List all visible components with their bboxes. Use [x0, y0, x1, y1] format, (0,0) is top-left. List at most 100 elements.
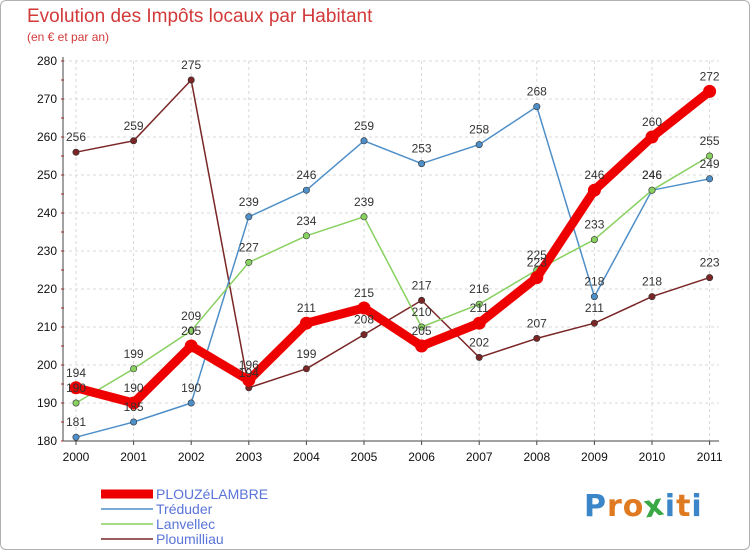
data-label: 208 [354, 313, 374, 327]
data-label: 190 [66, 381, 86, 395]
data-label: 258 [469, 123, 489, 137]
data-label: 256 [66, 130, 86, 144]
axes: 180 190 200 210 220 230 240 250 260 270 280 2000 200… [37, 54, 723, 464]
x-tick-label: 2002 [178, 450, 205, 464]
data-label: 255 [700, 134, 720, 148]
data-point [590, 236, 598, 244]
data-point [530, 271, 544, 285]
data-label: 259 [124, 119, 144, 133]
data-point [360, 137, 368, 145]
legend-label: PLOUZéLAMBRE [156, 486, 268, 502]
x-tick-label: 2011 [697, 450, 723, 464]
data-point [703, 84, 717, 98]
data-point [130, 365, 138, 373]
logo-letter: t [676, 489, 692, 524]
data-label: 190 [124, 381, 144, 395]
series-line-ploumilliau [75, 79, 711, 389]
logo-letter: r [607, 489, 623, 524]
x-tick-label: 2010 [639, 450, 666, 464]
data-point [706, 175, 714, 183]
data-label: 211 [297, 301, 316, 315]
data-label: 246 [296, 168, 316, 182]
data-label: 239 [354, 195, 374, 209]
y-tick-label: 230 [37, 244, 57, 258]
data-point [418, 296, 426, 304]
x-tick-label: 2008 [523, 450, 550, 464]
logo-letter: P [584, 489, 607, 524]
data-point [472, 316, 486, 330]
legend-label: Lanvellec [156, 516, 215, 532]
data-point [415, 339, 429, 353]
data-labels: 1941902051962112152052112232462602721811… [66, 58, 720, 429]
logo-letter: i [664, 489, 677, 524]
data-label: 223 [527, 256, 547, 270]
data-label: 190 [181, 381, 201, 395]
legend-label: Tréduder [156, 501, 213, 517]
data-label: 246 [584, 168, 604, 182]
y-tick-label: 270 [37, 92, 57, 106]
data-point [187, 327, 195, 335]
data-point [302, 186, 310, 194]
data-label: 218 [584, 275, 604, 289]
x-tick-label: 2007 [466, 450, 493, 464]
data-label: 234 [296, 214, 316, 228]
data-point [533, 334, 541, 342]
data-point [130, 418, 138, 426]
data-label: 194 [239, 366, 259, 380]
data-label: 205 [181, 324, 201, 338]
chart-subtitle: (en € et par an) [27, 30, 110, 44]
y-tick-label: 190 [37, 396, 57, 410]
data-point [475, 141, 483, 149]
data-point [587, 183, 601, 197]
data-point [533, 103, 541, 111]
x-tick-label: 2001 [120, 450, 147, 464]
data-point [360, 331, 368, 339]
data-label: 275 [181, 58, 201, 72]
y-tick-label: 250 [37, 168, 57, 182]
x-tick-label: 2005 [351, 450, 378, 464]
data-label: 218 [642, 275, 662, 289]
data-label: 260 [642, 115, 662, 129]
data-point [475, 353, 483, 361]
chart-title: Evolution des Impôts locaux par Habitant [27, 6, 373, 27]
logo-letter: o [622, 489, 645, 524]
data-label: 194 [66, 366, 86, 380]
data-point [187, 399, 195, 407]
data-point [69, 381, 83, 395]
data-label: 272 [700, 69, 720, 83]
data-label: 210 [412, 305, 432, 319]
data-point [72, 433, 80, 441]
data-label: 225 [527, 248, 547, 262]
data-point [302, 365, 310, 373]
data-label: 249 [700, 157, 720, 171]
x-tick-label: 2009 [581, 450, 608, 464]
data-label: 181 [66, 415, 86, 429]
data-label: 199 [296, 347, 316, 361]
data-label: 259 [354, 119, 374, 133]
legend-label: Ploumilliau [156, 531, 224, 547]
series-line-tréduder [75, 105, 711, 438]
series-line-plouzélambre [71, 86, 715, 408]
data-label: 202 [469, 335, 489, 349]
data-label: 211 [470, 301, 489, 315]
x-tick-label: 2000 [63, 450, 90, 464]
data-label: 246 [642, 168, 662, 182]
data-point [648, 186, 656, 194]
y-tick-label: 210 [37, 320, 57, 334]
data-point [72, 399, 80, 407]
data-label: 268 [527, 85, 547, 99]
data-point [418, 160, 426, 168]
data-label: 199 [124, 347, 144, 361]
data-point [590, 293, 598, 301]
data-point [184, 339, 198, 353]
data-point [245, 213, 253, 221]
data-label: 227 [239, 240, 259, 254]
data-point [187, 76, 195, 84]
logo-letter: i [691, 489, 703, 524]
data-label: 253 [412, 142, 432, 156]
y-tick-label: 280 [37, 54, 57, 68]
data-point [645, 130, 659, 144]
